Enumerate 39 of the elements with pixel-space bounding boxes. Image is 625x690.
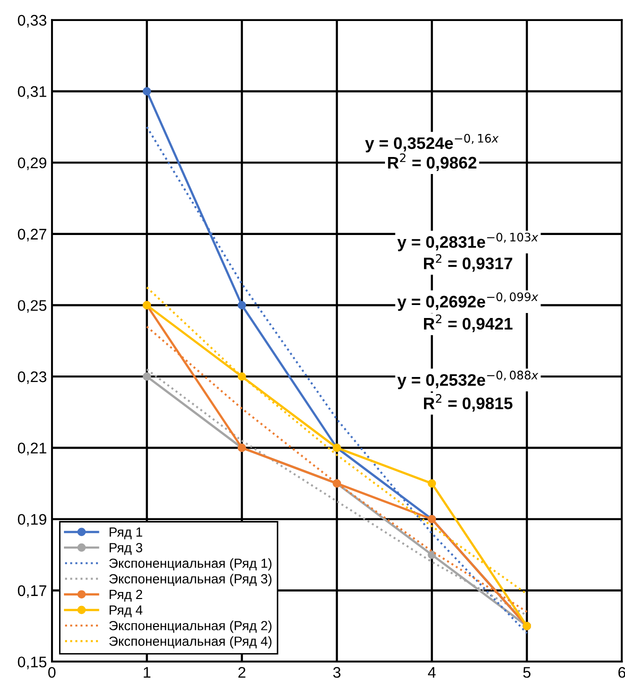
annotation: y = 0,2532e$^{−0,088x}$ [397,370,538,390]
annotation: y = 0,2692e$^{−0,099x}$ [397,292,538,311]
x-tick-label: 3 [333,666,340,678]
legend-label: Ряд 4 [110,606,142,618]
y-tick-label: 0,33 [18,14,46,28]
y-tick-label: 0,31 [18,86,46,99]
legend-label: Экспоненциальная (Ряд 2) [109,620,272,633]
point [238,372,246,381]
annotation: R$^{2}$ = 0,9421 [424,314,512,332]
y-tick-label: 0,25 [18,300,46,313]
y-tick-label: 0,27 [18,228,46,242]
x-tick-label: 0 [48,666,56,678]
legend-label: Ряд 2 [110,590,142,602]
legend-label: Экспоненциальная (Ряд 1) [109,558,272,571]
y-tick-label: 0,23 [18,371,46,384]
y-tick-label: 0,15 [18,656,46,670]
y-tick-label: 0,19 [18,514,46,527]
y-tick-label: 0,21 [18,442,46,456]
x-tick-label: 4 [428,667,436,678]
x-tick-label: 1 [144,667,150,678]
x-tick-label: 6 [618,666,625,678]
legend-label: Ряд 3 [110,542,142,555]
annotation: R$^{2}$ = 0,9815 [424,394,512,412]
annotation: R$^{2}$ = 0,9862 [388,153,476,172]
y-tick-label: 0,29 [18,157,46,170]
legend-label: Ряд 1 [110,528,142,540]
annotation: R$^{2}$ = 0,9317 [424,254,512,272]
legend-label: Экспоненциальная (Ряд 3) [109,574,272,586]
annotation: y = 0,2831e$^{−0,103x}$ [397,232,538,252]
annotation: y = 0,3524e$^{−0,16x}$ [365,134,499,152]
point [428,550,436,559]
legend-label: Экспоненциальная (Ряд 4) [109,636,272,649]
x-tick-label: 2 [238,666,246,678]
y-tick-label: 0,17 [18,585,46,598]
point [142,87,152,96]
point [142,372,152,381]
point [428,479,436,488]
point [238,301,246,310]
x-tick-label: 5 [523,667,530,678]
